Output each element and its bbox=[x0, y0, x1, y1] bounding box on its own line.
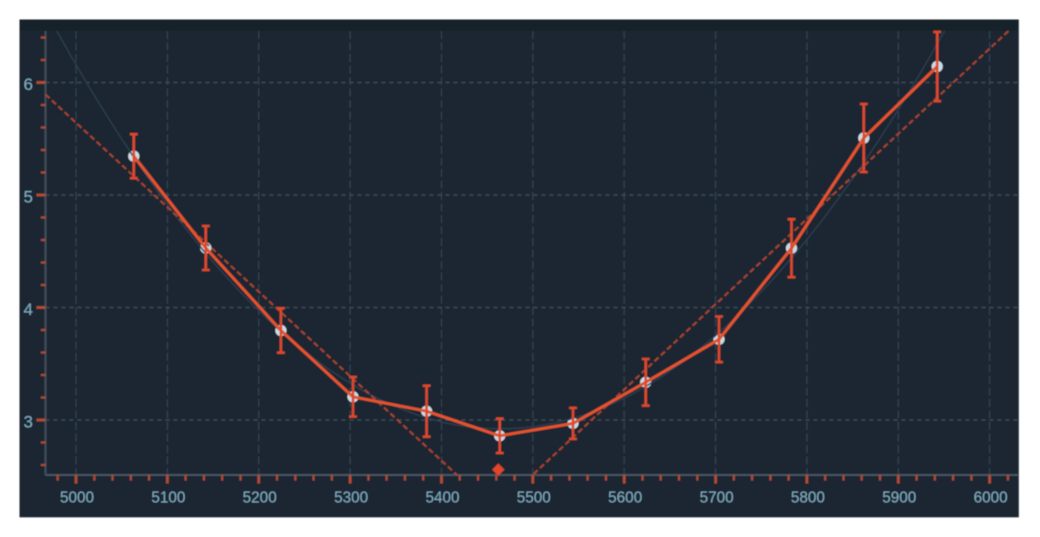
svg-text:5800: 5800 bbox=[791, 490, 825, 507]
svg-text:5700: 5700 bbox=[700, 490, 734, 507]
svg-text:5600: 5600 bbox=[608, 490, 642, 507]
svg-text:5900: 5900 bbox=[882, 490, 916, 507]
svg-text:6: 6 bbox=[24, 75, 33, 94]
svg-text:5: 5 bbox=[24, 188, 33, 207]
svg-text:6000: 6000 bbox=[974, 490, 1008, 507]
svg-text:5200: 5200 bbox=[243, 490, 277, 507]
svg-text:5000: 5000 bbox=[60, 490, 94, 507]
svg-text:5400: 5400 bbox=[425, 490, 459, 507]
svg-text:3: 3 bbox=[24, 413, 33, 432]
svg-text:5100: 5100 bbox=[151, 490, 185, 507]
svg-text:5300: 5300 bbox=[334, 490, 368, 507]
svg-text:5500: 5500 bbox=[517, 490, 551, 507]
svg-text:4: 4 bbox=[24, 300, 33, 319]
